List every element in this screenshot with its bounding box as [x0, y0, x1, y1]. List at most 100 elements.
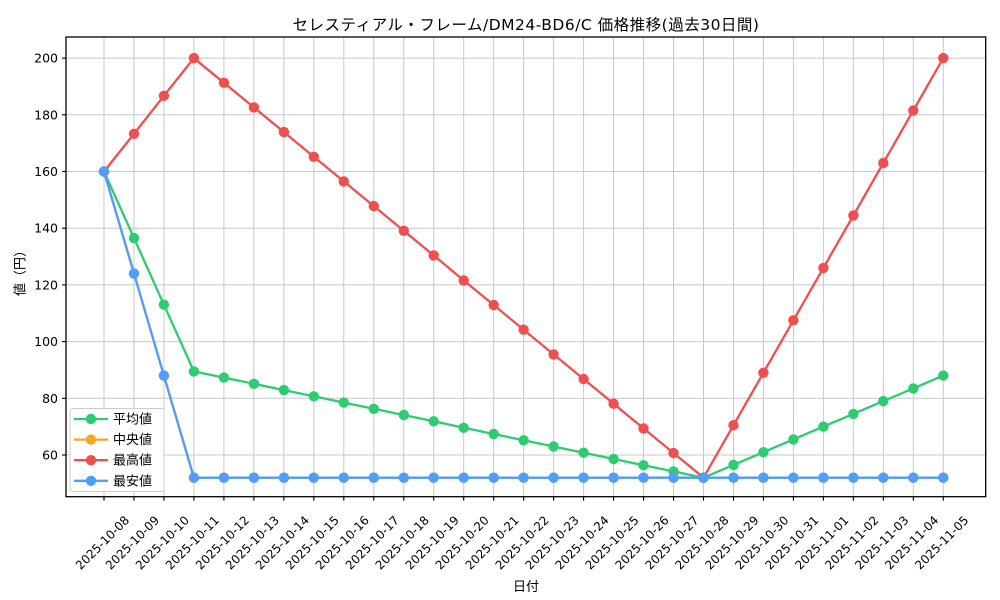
data-point-max [428, 250, 439, 261]
data-point-average [608, 453, 619, 465]
data-point-max [518, 324, 529, 335]
chart-title: セレスティアル・フレーム/DM24-BD6/C 価格推移(過去30日間) [292, 16, 760, 34]
y-tick-label: 180 [34, 107, 58, 122]
data-point-max [158, 90, 170, 102]
legend-marker-min [85, 475, 97, 486]
data-point-average [728, 459, 739, 471]
data-point-average [128, 232, 140, 244]
data-point-min [458, 472, 469, 483]
data-point-min [908, 472, 919, 483]
data-point-average [488, 428, 499, 440]
grid-lines [66, 37, 986, 497]
data-point-min [398, 472, 409, 483]
data-point-average [398, 409, 409, 421]
data-point-average [638, 460, 649, 471]
data-point-max [788, 315, 799, 326]
data-point-min [578, 472, 589, 483]
data-point-min [518, 472, 529, 483]
data-point-max [338, 176, 349, 187]
data-point-min [218, 472, 230, 483]
data-point-min [248, 472, 260, 483]
data-point-min [308, 472, 319, 483]
legend-item-min: 最安値 [74, 473, 152, 489]
data-point-min [608, 472, 619, 483]
data-point-average [308, 391, 319, 402]
y-tick-label: 100 [34, 334, 58, 349]
legend-marker-median [85, 434, 97, 445]
data-point-min [818, 472, 829, 483]
series-max [98, 52, 949, 483]
y-tick-label: 60 [42, 448, 58, 463]
data-point-average [548, 441, 559, 452]
data-point-max [398, 225, 409, 236]
data-point-average [818, 421, 829, 432]
data-point-average [248, 378, 260, 389]
y-tick-label: 120 [34, 277, 58, 292]
data-point-average [518, 435, 529, 446]
data-point-average [848, 408, 859, 420]
legend-item-median: 中央値 [74, 432, 152, 448]
legend-box [69, 408, 165, 492]
legend-label-median: 中央値 [113, 432, 152, 448]
data-point-min [638, 472, 649, 483]
data-point-average [938, 370, 949, 381]
data-point-min [338, 472, 349, 483]
data-point-min [728, 472, 739, 483]
data-point-average [158, 299, 170, 310]
data-point-max [908, 105, 919, 116]
data-point-min [98, 166, 110, 177]
data-point-min [428, 472, 439, 483]
data-point-max [938, 52, 949, 64]
data-point-max [878, 157, 889, 169]
data-point-max [548, 349, 559, 360]
data-point-max [608, 398, 619, 409]
legend-item-max: 最高値 [74, 453, 152, 469]
data-point-average [218, 372, 230, 383]
legend-label-min: 最安値 [113, 473, 152, 489]
data-point-max [728, 420, 739, 431]
data-point-min [488, 472, 499, 483]
data-point-max [818, 262, 829, 274]
data-point-min [158, 370, 170, 381]
y-tick-label: 80 [42, 391, 58, 406]
legend-marker-average [85, 413, 97, 425]
data-point-max [188, 52, 200, 64]
data-point-max [248, 102, 260, 113]
data-point-min [698, 472, 709, 483]
data-point-min [278, 472, 290, 483]
data-point-average [278, 384, 290, 396]
data-point-average [578, 447, 589, 458]
data-point-max [308, 151, 319, 162]
legend-marker-max [85, 455, 97, 466]
data-point-min [368, 472, 379, 483]
data-point-min [788, 472, 799, 483]
legend-label-average: 平均値 [113, 412, 152, 428]
data-point-average [878, 395, 889, 407]
data-point-max [488, 299, 499, 311]
data-point-average [758, 447, 769, 458]
data-point-average [338, 397, 349, 408]
x-axis-label: 日付 [512, 580, 539, 595]
data-point-min [758, 472, 769, 483]
data-point-max [668, 447, 679, 459]
data-point-max [758, 367, 769, 378]
data-point-min [188, 472, 200, 483]
data-point-average [788, 434, 799, 445]
data-point-min [878, 472, 889, 483]
series-min [98, 166, 949, 483]
data-point-max [368, 200, 379, 212]
data-point-max [218, 77, 230, 89]
data-point-min [938, 472, 949, 483]
data-point-average [368, 403, 379, 414]
y-tick-label: 160 [34, 164, 58, 179]
data-point-max [578, 373, 589, 385]
y-tick-label: 140 [34, 221, 58, 236]
data-point-max [278, 126, 290, 138]
data-point-max [128, 128, 140, 139]
data-point-max [638, 423, 649, 434]
data-point-average [188, 366, 200, 377]
legend-item-average: 平均値 [74, 412, 152, 428]
